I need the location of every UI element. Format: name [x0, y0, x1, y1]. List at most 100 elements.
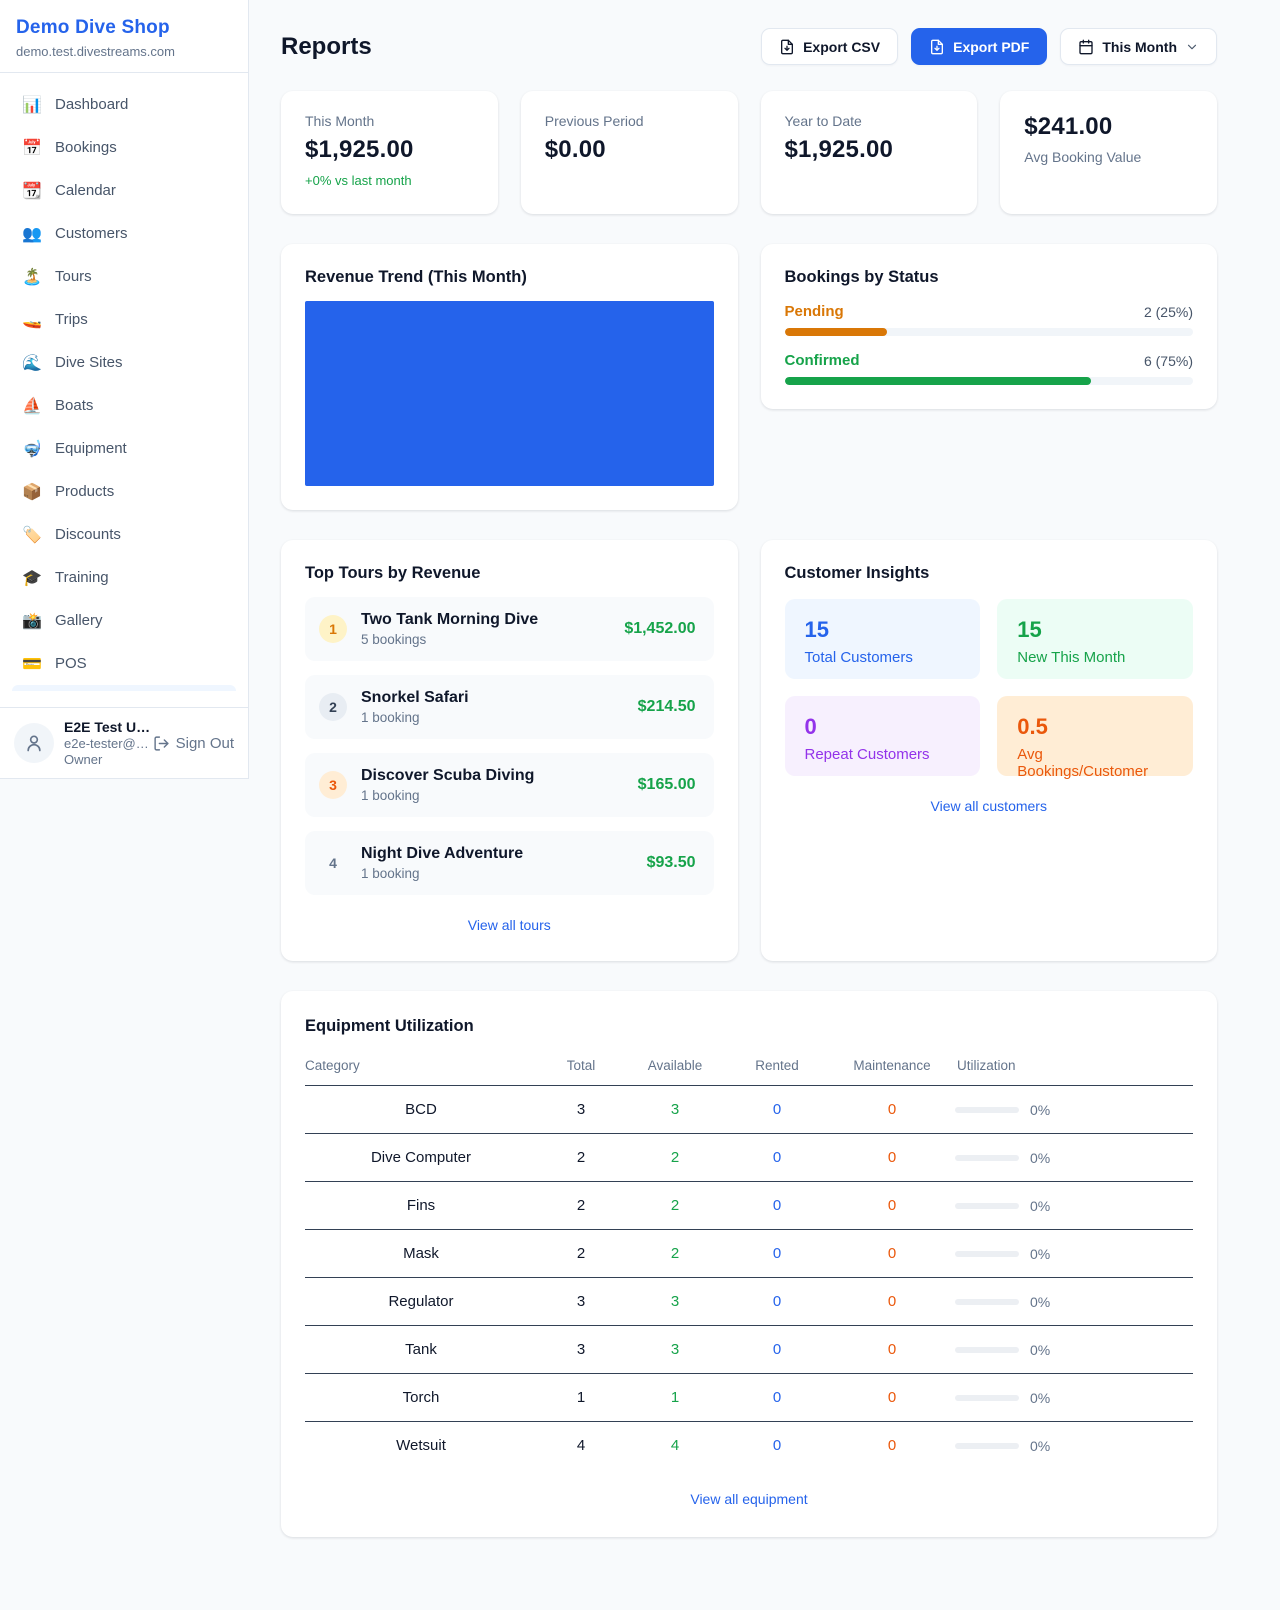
sidebar-item-label: Bookings [55, 139, 117, 156]
export-csv-button[interactable]: Export CSV [761, 28, 899, 65]
utilization-bar [955, 1442, 1019, 1449]
sidebar-item-equipment[interactable]: 🤿 Equipment [12, 427, 236, 470]
stat-value: $1,925.00 [784, 136, 894, 163]
cell-rented: 0 [772, 1437, 782, 1454]
utilization-bar [955, 1154, 1019, 1161]
cell-category: Fins [305, 1181, 537, 1230]
column-header-category: Category [305, 1048, 537, 1086]
mid-row: Top Tours by Revenue 1 Two Tank Morning … [281, 540, 1217, 961]
status-value: 6 (75%) [1143, 352, 1193, 369]
chevron-down-icon [1187, 44, 1197, 49]
insight-repeat-customers: 0 Repeat Customers [784, 696, 981, 776]
tour-list-item: 2 Snorkel Safari 1 booking $214.50 [305, 675, 714, 739]
tour-bookings: 1 booking [361, 710, 420, 725]
cell-maintenance: 0 [887, 1437, 897, 1454]
cell-category: Torch [305, 1373, 537, 1422]
stat-label: Year to Date [784, 113, 862, 129]
rank-badge: 2 [319, 693, 347, 721]
tear-off-calendar-icon: 📆 [22, 182, 42, 200]
utilization-value: 0% [1030, 1389, 1051, 1406]
insights-grid: 15 Total Customers 15 New This Month 0 R… [784, 599, 1193, 780]
cell-total: 3 [537, 1085, 625, 1134]
insight-total-customers: 15 Total Customers [784, 599, 981, 679]
sidebar-item-products[interactable]: 📦 Products [12, 470, 236, 513]
bar-chart-icon: 📊 [22, 96, 42, 114]
sidebar-item-pos[interactable]: 💳 POS [12, 642, 236, 685]
utilization-bar [955, 1106, 1019, 1113]
diving-mask-icon: 🤿 [22, 440, 42, 458]
table-row: Torch 1 1 0 0 0% [305, 1373, 1193, 1422]
sidebar-item-label: Equipment [55, 440, 127, 457]
header-actions: Export CSV Export PDF This Month [761, 28, 1217, 65]
sailboat-icon: ⛵ [22, 397, 42, 415]
sidebar-item-calendar[interactable]: 📆 Calendar [12, 169, 236, 212]
sidebar-item-label: Customers [55, 225, 128, 242]
sidebar-nav: 📊 Dashboard 📅 Bookings 📆 Calendar 👥 Cust… [0, 73, 248, 707]
status-row-pending: Pending 2 (25%) [784, 303, 1193, 336]
cell-rented: 0 [725, 1325, 829, 1374]
status-label: Pending [784, 303, 844, 320]
cell-maintenance: 0 [829, 1229, 955, 1278]
cell-maintenance: 0 [829, 1277, 955, 1326]
stat-label: This Month [305, 113, 375, 129]
utilization-value: 0% [1030, 1149, 1051, 1166]
utilization-value: 0% [1030, 1341, 1051, 1358]
sidebar-item-dashboard[interactable]: 📊 Dashboard [12, 83, 236, 126]
insight-avg-bookings-per-customer: 0.5 Avg Bookings/Customer [997, 696, 1193, 780]
equipment-utilization-card: Equipment Utilization Category Total Ava… [281, 991, 1217, 1537]
sidebar-item-label: Dive Sites [55, 354, 123, 371]
sidebar-item-bookings[interactable]: 📅 Bookings [12, 126, 236, 169]
cell-available: 4 [670, 1437, 680, 1454]
view-all-equipment-link[interactable]: View all equipment [690, 1491, 808, 1507]
cell-category: Wetsuit [396, 1437, 446, 1454]
stat-label: Previous Period [544, 113, 644, 129]
tour-bookings: 1 booking [361, 788, 420, 803]
sidebar-item-gallery[interactable]: 📸 Gallery [12, 599, 236, 642]
sidebar-item-training[interactable]: 🎓 Training [12, 556, 236, 599]
sidebar-item-trips[interactable]: 🚤 Trips [12, 298, 236, 341]
cell-rented: 0 [725, 1133, 829, 1182]
user-name: E2E Test U… [64, 719, 151, 735]
sidebar-item-boats[interactable]: ⛵ Boats [12, 384, 236, 427]
utilization-bar [955, 1394, 1019, 1401]
package-icon: 📦 [22, 483, 42, 501]
sidebar-item-reports-partial[interactable] [12, 685, 236, 691]
cell-available: 3 [625, 1085, 725, 1134]
utilization-value: 0% [1030, 1245, 1051, 1262]
period-dropdown[interactable]: This Month [1060, 28, 1217, 65]
shop-name: Demo Dive Shop [16, 17, 170, 38]
sidebar-item-discounts[interactable]: 🏷️ Discounts [12, 513, 236, 556]
sidebar-item-label: Tours [55, 268, 92, 285]
cell-available: 3 [625, 1277, 725, 1326]
export-pdf-button[interactable]: Export PDF [911, 28, 1048, 65]
status-progress-track [784, 328, 1193, 336]
cell-available: 2 [625, 1229, 725, 1278]
tag-icon: 🏷️ [22, 526, 42, 544]
cell-rented: 0 [725, 1181, 829, 1230]
view-all-tours-link[interactable]: View all tours [467, 917, 551, 933]
tour-revenue: $93.50 [646, 854, 696, 871]
sidebar-item-label: Gallery [55, 612, 103, 629]
stat-value: $1,925.00 [305, 136, 414, 163]
sign-out-button[interactable]: Sign Out [153, 735, 234, 752]
sidebar: Demo Dive Shop demo.test.divestreams.com… [0, 0, 249, 779]
graduation-cap-icon: 🎓 [22, 569, 42, 587]
sidebar-header: Demo Dive Shop demo.test.divestreams.com [0, 0, 248, 73]
sidebar-item-dive-sites[interactable]: 🌊 Dive Sites [12, 341, 236, 384]
column-header-available: Available [625, 1048, 725, 1086]
cell-total: 2 [537, 1181, 625, 1230]
view-all-customers-link[interactable]: View all customers [930, 798, 1047, 814]
avatar [14, 723, 54, 763]
revenue-trend-card: Revenue Trend (This Month) [281, 244, 738, 510]
table-row: Fins 2 2 0 0 0% [305, 1181, 1193, 1230]
cell-rented: 0 [725, 1229, 829, 1278]
sidebar-item-tours[interactable]: 🏝️ Tours [12, 255, 236, 298]
sidebar-item-label: Training [55, 569, 109, 586]
sidebar-item-customers[interactable]: 👥 Customers [12, 212, 236, 255]
user-info: E2E Test U… e2e-tester@… Owner [64, 719, 151, 767]
cell-maintenance: 0 [829, 1085, 955, 1134]
cell-category: Tank [305, 1325, 537, 1374]
tour-list-item: 3 Discover Scuba Diving 1 booking $165.0… [305, 753, 714, 817]
people-icon: 👥 [22, 225, 42, 243]
export-csv-label: Export CSV [803, 38, 881, 55]
